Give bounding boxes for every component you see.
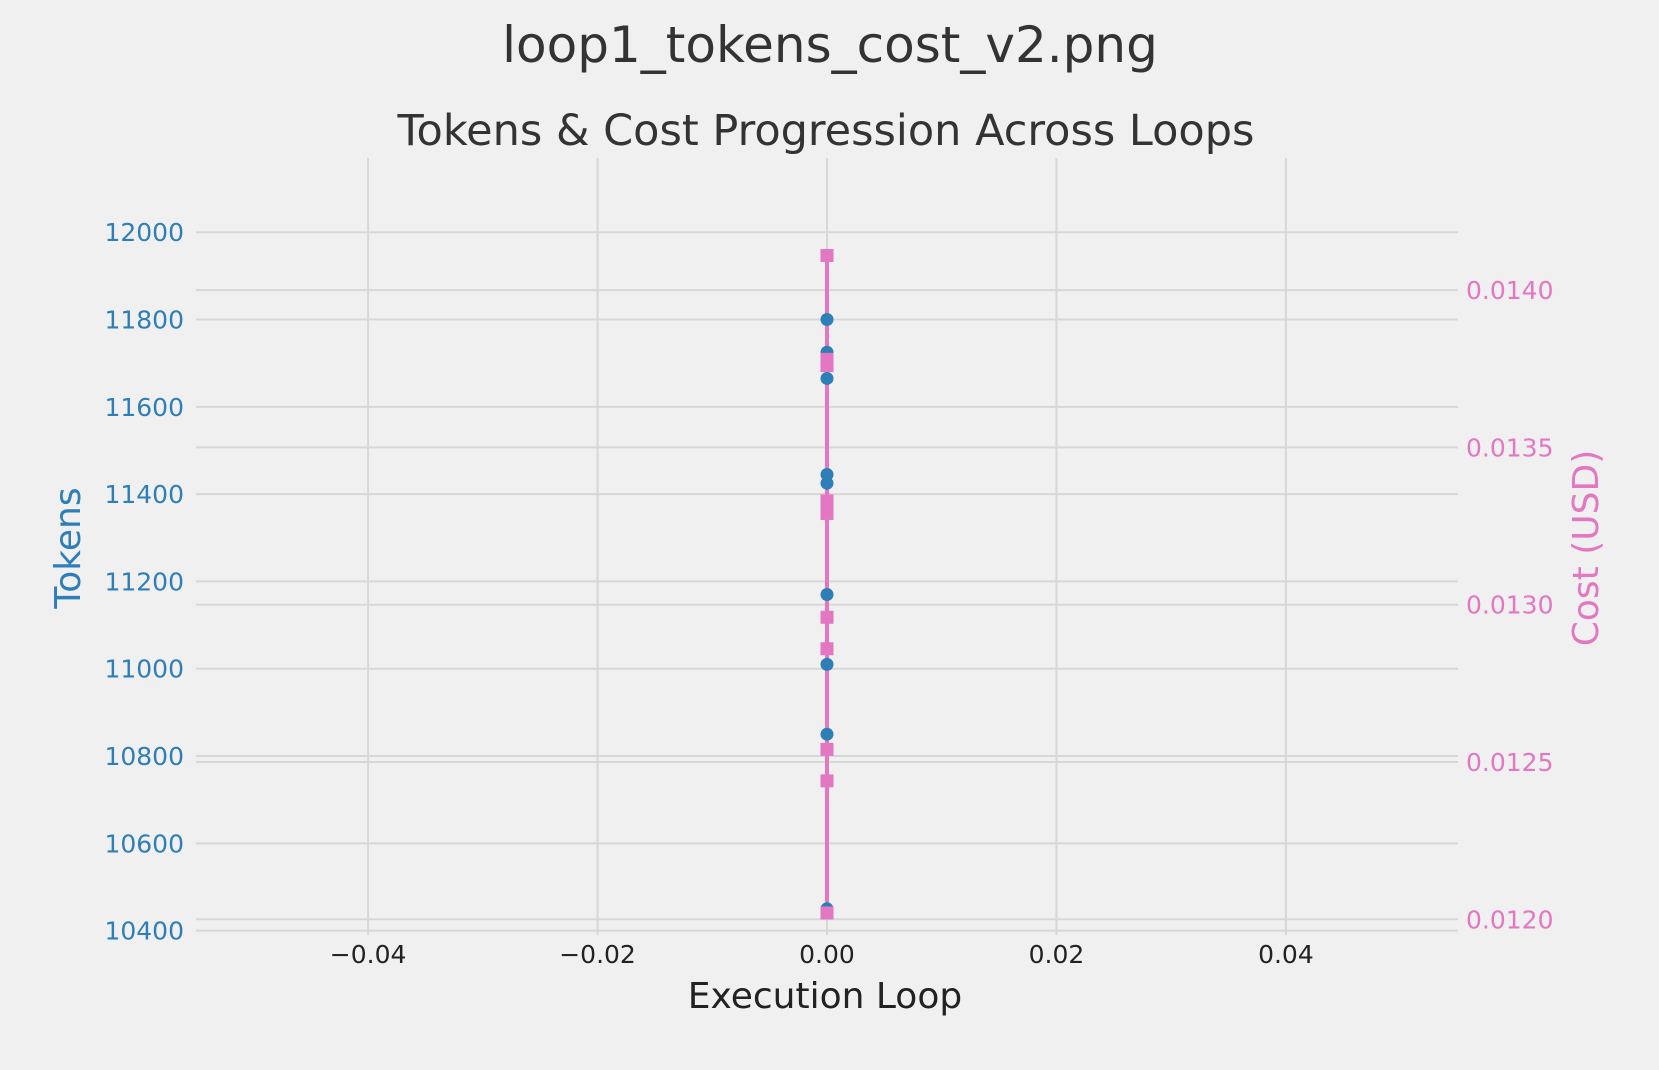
- x-tick-label: 0.00: [799, 940, 855, 969]
- y-left-tick-label: 11600: [104, 393, 184, 422]
- tokens-point: [820, 371, 834, 385]
- y-right-tick-label: 0.0135: [1466, 433, 1553, 462]
- tokens-point: [820, 727, 834, 741]
- x-tick-label: 0.02: [1029, 940, 1085, 969]
- y-left-tick-label: 10800: [104, 742, 184, 771]
- x-tick-label: 0.04: [1258, 940, 1314, 969]
- tick-layer: −0.04 −0.02 0.00 0.02 0.04 10400 10600 10800 110…: [104, 218, 1553, 969]
- y-axis-left-label: Tokens: [48, 487, 89, 609]
- y-left-tick-label: 10400: [104, 917, 184, 946]
- cost-point: [820, 249, 834, 263]
- y-left-tick-label: 12000: [104, 218, 184, 247]
- x-tick-label: −0.04: [330, 940, 407, 969]
- y-axis-right-label: Cost (USD): [1566, 450, 1607, 647]
- cost-point: [820, 352, 834, 366]
- y-left-tick-label: 11800: [104, 306, 184, 335]
- x-tick-label: −0.02: [559, 940, 636, 969]
- x-axis-label: Execution Loop: [688, 976, 962, 1017]
- cost-point: [820, 642, 834, 656]
- y-left-tick-label: 11200: [104, 567, 184, 596]
- tokens-point: [820, 313, 834, 327]
- y-right-tick-label: 0.0130: [1466, 591, 1553, 620]
- cost-point: [820, 774, 834, 788]
- y-left-tick-label: 10600: [104, 829, 184, 858]
- y-right-tick-label: 0.0120: [1466, 905, 1553, 934]
- figure-suptitle: loop1_tokens_cost_v2.png: [502, 16, 1158, 74]
- series-layer: [820, 249, 834, 920]
- cost-point: [820, 610, 834, 624]
- cost-point: [820, 494, 834, 508]
- cost-point: [820, 742, 834, 756]
- cost-point: [820, 906, 834, 920]
- y-left-tick-label: 11000: [104, 655, 184, 684]
- chart-title: Tokens & Cost Progression Across Loops: [397, 106, 1255, 156]
- tokens-point: [820, 588, 834, 602]
- tokens-point: [820, 467, 834, 481]
- y-left-tick-label: 11400: [104, 480, 184, 509]
- y-right-tick-label: 0.0125: [1466, 748, 1553, 777]
- tokens-point: [820, 657, 834, 671]
- y-right-tick-label: 0.0140: [1466, 276, 1553, 305]
